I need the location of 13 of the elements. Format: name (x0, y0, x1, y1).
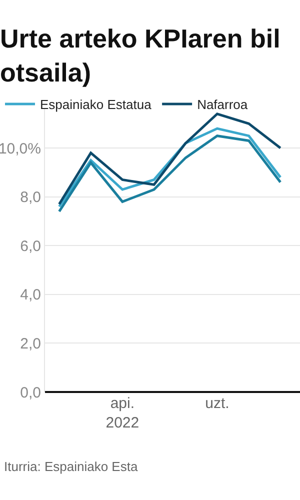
y-tick-label: 8,0 (20, 189, 41, 206)
legend-label: Nafarroa (197, 97, 248, 112)
x-tick-label: uzt. (205, 395, 230, 412)
legend-label: Espainiako Estatua (40, 97, 152, 112)
y-tick-label: 0,0 (20, 384, 41, 402)
line-series (58, 112, 282, 206)
y-tick-label: 2,0 (20, 335, 41, 352)
y-tick-label: 10,0% (0, 140, 41, 158)
y-tick-label: 4,0 (20, 286, 41, 304)
y-tick-label: 6,0 (20, 238, 41, 255)
text: Iturria: Espainiako Esta (4, 459, 138, 474)
chart-title: Urte arteko KPIaren bil otsaila) (0, 24, 280, 88)
x-tick-label: api. 2022 (106, 395, 140, 432)
